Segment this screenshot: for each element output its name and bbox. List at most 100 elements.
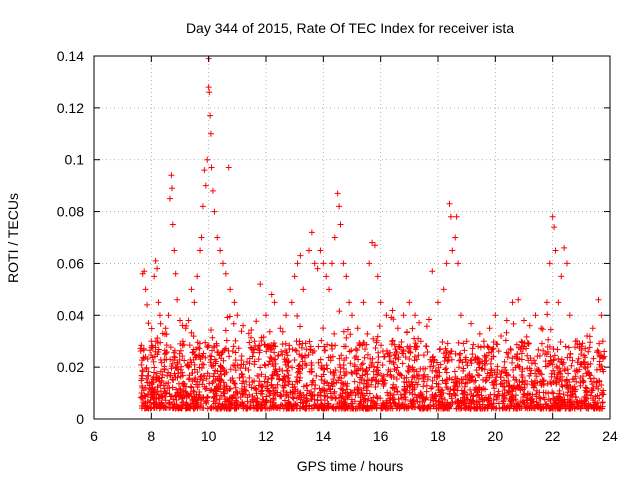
data-point xyxy=(507,346,514,353)
data-point xyxy=(199,353,206,360)
data-point xyxy=(407,349,414,356)
data-point xyxy=(464,379,471,386)
data-point xyxy=(211,208,218,215)
y-tick-label: 0.06 xyxy=(57,255,84,271)
data-point xyxy=(246,374,253,381)
data-point xyxy=(235,345,242,352)
data-point xyxy=(303,362,310,369)
data-point xyxy=(442,366,449,373)
data-point xyxy=(336,203,343,210)
data-point xyxy=(377,299,384,306)
data-point xyxy=(181,357,188,364)
data-point xyxy=(523,333,530,340)
data-point xyxy=(444,385,451,392)
data-point xyxy=(297,252,304,259)
data-point xyxy=(549,361,556,368)
data-point xyxy=(595,296,602,303)
data-point xyxy=(266,405,273,412)
data-point xyxy=(220,260,226,267)
data-point xyxy=(317,247,324,254)
data-point xyxy=(149,376,156,383)
data-point xyxy=(398,338,405,345)
data-point xyxy=(412,312,419,319)
data-point xyxy=(214,234,221,241)
y-tick-label: 0.02 xyxy=(57,359,84,375)
data-point xyxy=(410,400,417,407)
data-point xyxy=(340,365,347,372)
data-point xyxy=(379,362,386,369)
data-point xyxy=(332,395,339,402)
data-point xyxy=(200,350,207,357)
data-point xyxy=(456,380,463,387)
data-point xyxy=(455,260,462,267)
data-point xyxy=(209,347,216,354)
data-point xyxy=(559,377,566,384)
data-point xyxy=(521,401,528,408)
data-point xyxy=(281,397,288,404)
data-point xyxy=(397,371,404,378)
data-point xyxy=(257,405,264,412)
data-point xyxy=(359,360,366,367)
data-point xyxy=(456,402,463,409)
data-point xyxy=(370,335,377,342)
data-point xyxy=(515,296,522,303)
data-point xyxy=(543,299,550,306)
data-point xyxy=(516,364,523,371)
data-point xyxy=(537,395,544,402)
data-point xyxy=(546,260,553,267)
data-point xyxy=(565,344,572,351)
data-point xyxy=(433,368,440,375)
data-point xyxy=(347,331,354,338)
data-point xyxy=(401,394,408,401)
data-point xyxy=(590,355,597,362)
data-point xyxy=(302,360,309,367)
data-point xyxy=(486,325,493,332)
data-point xyxy=(556,405,563,412)
data-point xyxy=(296,405,303,412)
data-point xyxy=(504,354,511,361)
data-point xyxy=(363,341,370,348)
data-point xyxy=(298,354,305,361)
data-point xyxy=(563,376,570,383)
data-point xyxy=(286,378,293,385)
data-point xyxy=(571,383,578,390)
data-point xyxy=(566,354,573,361)
data-point xyxy=(540,377,547,384)
data-point xyxy=(264,379,271,386)
data-point xyxy=(557,338,564,345)
data-point xyxy=(593,366,600,373)
data-point xyxy=(295,363,302,370)
data-point xyxy=(255,401,262,408)
data-point xyxy=(585,360,592,367)
data-point xyxy=(246,339,253,346)
data-point xyxy=(525,340,532,347)
data-point xyxy=(530,403,537,410)
data-point xyxy=(253,404,260,411)
data-point xyxy=(490,396,497,403)
data-point xyxy=(441,357,448,364)
data-point xyxy=(163,342,170,349)
data-point xyxy=(226,394,233,401)
data-point xyxy=(318,337,325,344)
data-point xyxy=(490,345,497,352)
x-tick-label: 22 xyxy=(545,428,561,444)
x-tick-label: 10 xyxy=(201,428,217,444)
data-point xyxy=(354,325,361,332)
data-point xyxy=(311,348,318,355)
data-point xyxy=(581,364,588,371)
data-point xyxy=(189,378,196,385)
data-point xyxy=(354,347,361,354)
data-point xyxy=(154,383,161,390)
data-point xyxy=(302,403,309,410)
data-point xyxy=(544,311,551,318)
data-point xyxy=(439,387,446,394)
data-point xyxy=(416,319,423,326)
data-point xyxy=(458,387,465,394)
data-point xyxy=(372,384,379,391)
data-point xyxy=(231,299,238,306)
data-point xyxy=(405,402,412,409)
data-point xyxy=(344,404,351,411)
data-point xyxy=(213,342,220,349)
data-point xyxy=(552,247,559,254)
data-point xyxy=(212,376,219,383)
